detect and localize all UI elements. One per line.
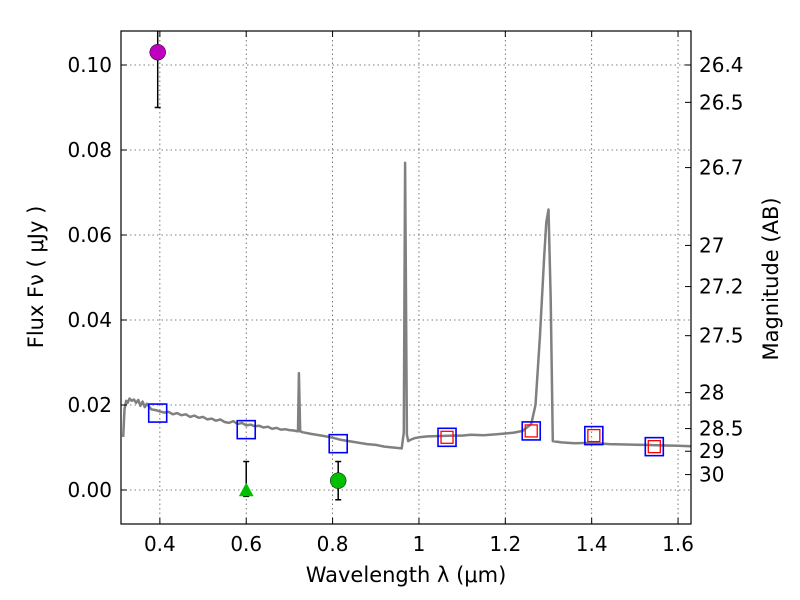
photometry-markers xyxy=(147,31,665,501)
y2-axis-title: Magnitude (AB) xyxy=(759,197,783,360)
y-tick-label: 0.04 xyxy=(67,308,112,332)
x-tick-label: 1.6 xyxy=(662,532,694,556)
mag-tick-label: 29 xyxy=(699,439,724,463)
red-square-point xyxy=(587,428,601,443)
red-square-point xyxy=(524,424,538,438)
green-circle-point xyxy=(329,472,347,489)
x-tick-label: 1.2 xyxy=(489,532,521,556)
red-square-point xyxy=(440,430,454,444)
y-tick-label: 0.02 xyxy=(67,393,112,417)
mag-tick-label: 27 xyxy=(699,233,724,257)
blue-square-point xyxy=(584,425,604,446)
x-tick-label: 1 xyxy=(413,532,426,556)
y-tick-label: 0.00 xyxy=(67,478,112,502)
x-tick-label: 0.6 xyxy=(230,532,262,556)
mag-tick-label: 30 xyxy=(699,463,724,487)
plot-frame xyxy=(120,30,692,525)
blue-square-point xyxy=(328,433,349,454)
mag-tick-label: 26.5 xyxy=(699,90,744,114)
blue-square-point xyxy=(521,421,542,441)
mag-tick-label: 28 xyxy=(699,381,724,405)
grid-lines xyxy=(121,31,691,524)
x-tick-label: 0.4 xyxy=(144,532,176,556)
axis-ticks: 0.4 0.6 0.8 1 1.2 1.4 1.6 0.00 0.02 0.04 0.06 0.08 0… xyxy=(67,31,744,556)
x-tick-label: 1.4 xyxy=(576,532,608,556)
blue-square-point xyxy=(236,419,257,440)
mag-tick-label: 27.2 xyxy=(699,275,744,299)
x-tick-label: 0.8 xyxy=(317,532,349,556)
y-tick-label: 0.10 xyxy=(67,53,112,77)
mag-tick-label: 27.5 xyxy=(699,324,744,348)
y-axis-title: Flux Fν ( μJy ) xyxy=(24,206,48,349)
model-spectrum xyxy=(121,161,692,450)
green-triangle-point xyxy=(238,482,254,497)
y-tick-label: 0.06 xyxy=(67,223,112,247)
blue-square-point xyxy=(644,436,665,457)
mag-tick-label: 26.4 xyxy=(699,53,744,77)
blue-square-point xyxy=(147,403,168,423)
magenta-circle-point xyxy=(149,44,166,61)
mag-tick-label: 28.5 xyxy=(699,417,744,441)
mag-tick-label: 26.7 xyxy=(699,156,744,180)
red-square-point xyxy=(647,439,661,454)
x-axis-title: Wavelength λ (μm) xyxy=(306,563,507,587)
blue-square-point xyxy=(437,427,457,448)
y-tick-label: 0.08 xyxy=(67,138,112,162)
model-spectrum-line xyxy=(121,161,692,450)
